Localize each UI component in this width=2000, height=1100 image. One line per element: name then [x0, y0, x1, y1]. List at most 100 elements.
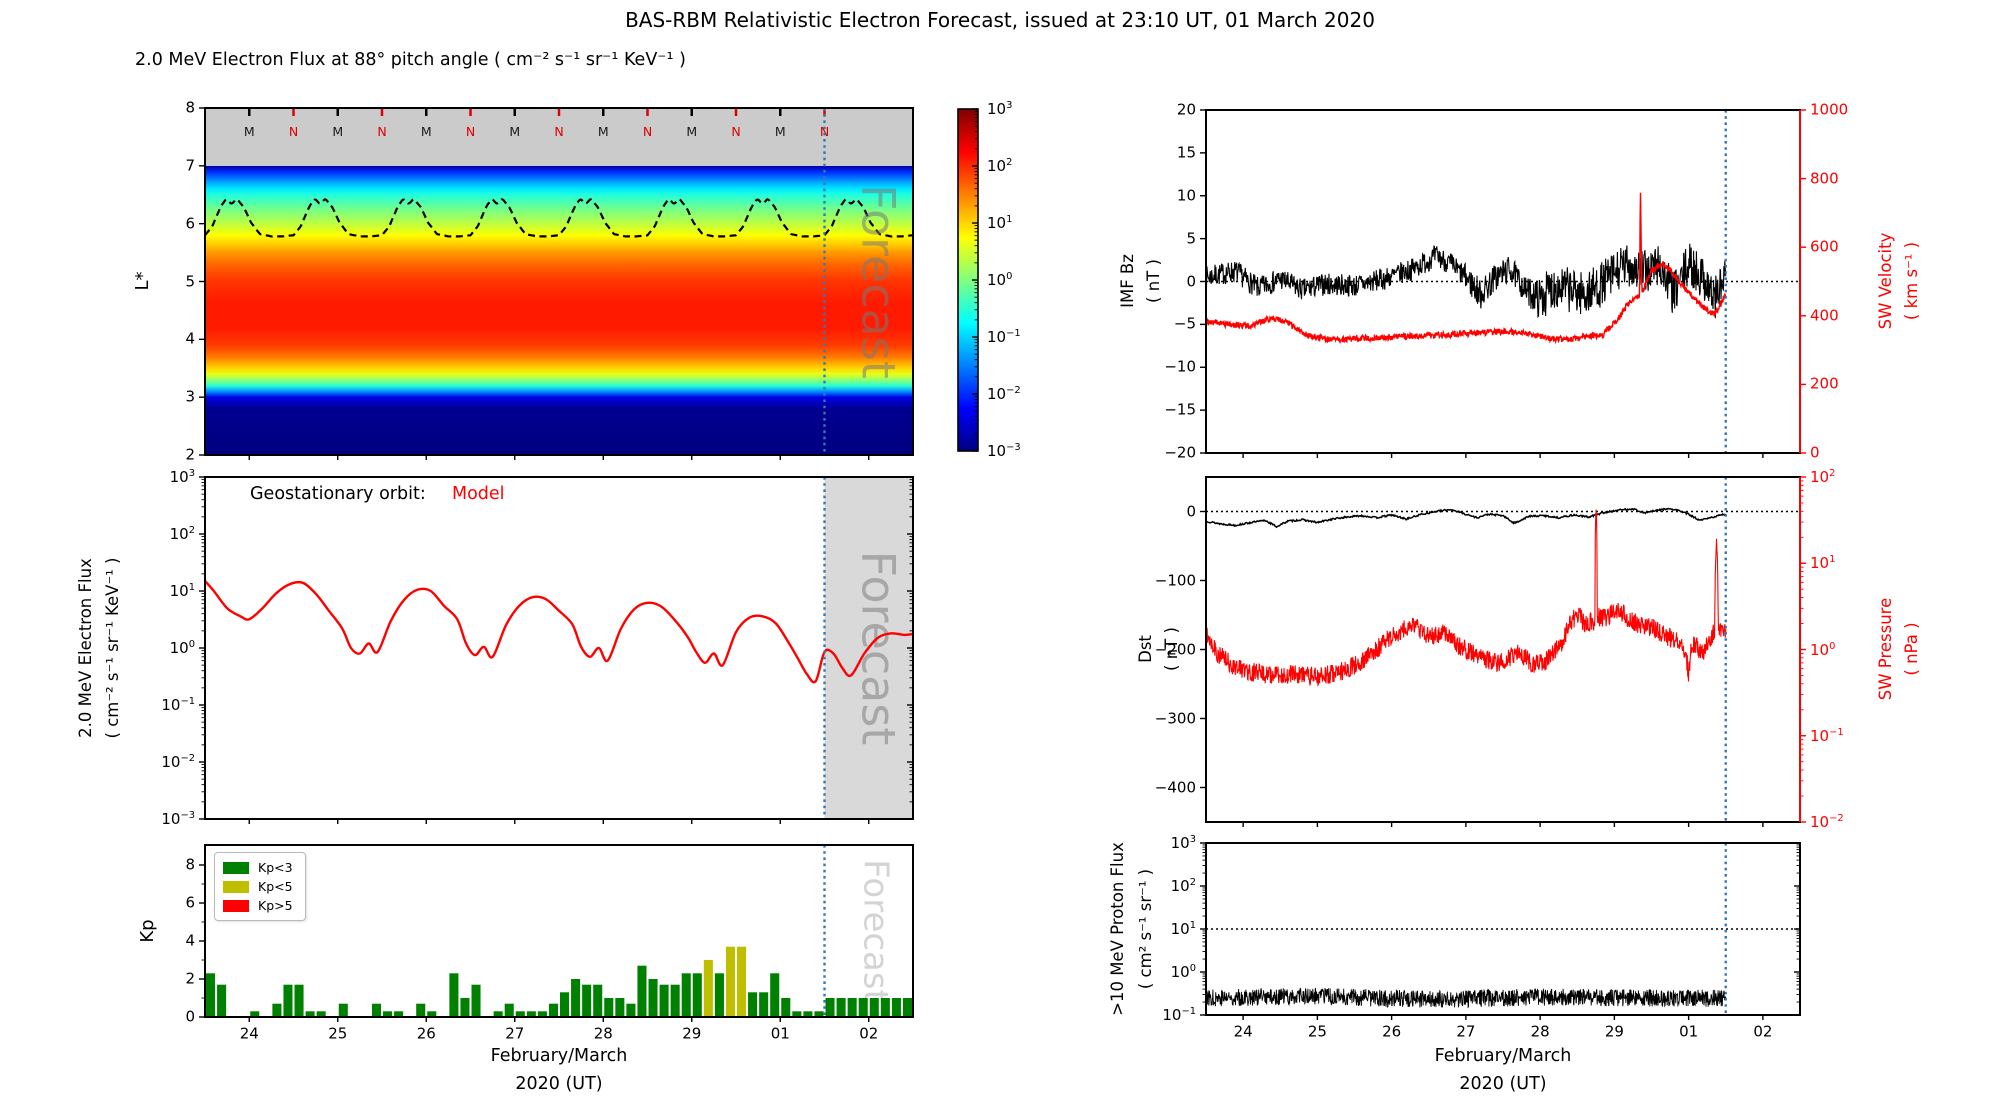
kp-legend-item: Kp<3	[223, 858, 293, 877]
main-title: BAS-RBM Relativistic Electron Forecast, …	[625, 8, 1375, 32]
tick-label: 10−1	[1810, 726, 1844, 745]
tick-label: 100	[1170, 963, 1196, 981]
proton-ylabel-line2: ( cm² s⁻¹ sr⁻¹ )	[1135, 868, 1155, 990]
tick-label: 8	[185, 855, 195, 874]
kp-legend-label: Kp<5	[258, 879, 293, 894]
tick-label: 15	[1176, 143, 1196, 162]
tick-label: 103	[987, 100, 1013, 118]
tick-label: −15	[1164, 400, 1196, 419]
swpressure-ylabel-line1: SW Pressure	[1875, 597, 1895, 701]
kp-legend-item: Kp>5	[223, 896, 293, 915]
tick-label: 800	[1810, 169, 1839, 188]
tick-label: 5	[1186, 229, 1196, 248]
tick-label: 101	[169, 582, 195, 600]
tick-label: 01	[770, 1024, 790, 1043]
svg-text:M: M	[421, 124, 432, 139]
tick-label: 27	[1456, 1022, 1476, 1041]
svg-text:N: N	[377, 124, 386, 139]
tick-label: −100	[1154, 571, 1196, 589]
tick-label: 5	[185, 272, 195, 290]
svg-text:Forecast: Forecast	[856, 859, 896, 1003]
xaxis-label-right-line1: February/March	[1434, 1046, 1572, 1066]
tick-label: 26	[1382, 1022, 1402, 1041]
tick-label: 4	[185, 931, 195, 950]
tick-label: 100	[987, 271, 1013, 289]
tick-label: 28	[1530, 1022, 1550, 1041]
imf-ylabel-line1: IMF Bz	[1117, 254, 1137, 308]
tick-label: 101	[1170, 920, 1196, 938]
svg-text:M: M	[244, 124, 255, 139]
geoflux-ylabel-line1: 2.0 MeV Electron Flux	[75, 558, 95, 738]
tick-label: 10−2	[987, 385, 1021, 403]
tick-label: 0	[1186, 272, 1196, 290]
kp-ylabel: Kp	[137, 919, 158, 943]
tick-label: 7	[185, 156, 195, 175]
tick-label: 0	[185, 1007, 195, 1026]
geo-orbit-model-label: Model	[452, 484, 505, 504]
geoflux-ylabel-line2: ( cm⁻² s⁻¹ sr⁻¹ KeV⁻¹ )	[102, 557, 122, 739]
tick-label: 10−2	[161, 753, 195, 771]
tick-label: 10−1	[987, 328, 1021, 346]
kp-legend-swatch	[223, 899, 249, 912]
tick-label: 28	[593, 1024, 613, 1043]
tick-label: 101	[987, 214, 1013, 232]
swpressure-ylabel-line2: ( nPa )	[1901, 622, 1921, 676]
svg-text:M: M	[775, 124, 786, 139]
tick-label: 25	[1307, 1022, 1327, 1041]
tick-label: 4	[185, 329, 195, 348]
svg-text:N: N	[731, 124, 740, 139]
tick-label: 102	[987, 157, 1013, 175]
tick-label: 01	[1679, 1022, 1699, 1041]
tick-label: 24	[1233, 1022, 1253, 1041]
tick-label: 24	[239, 1024, 259, 1043]
tick-label: 100	[1810, 640, 1836, 659]
heatmap-ylabel: L*	[132, 271, 153, 291]
svg-text:N: N	[643, 124, 652, 139]
tick-label: 102	[1170, 877, 1196, 895]
tick-label: 20	[1176, 100, 1196, 119]
tick-label: 1000	[1810, 100, 1849, 119]
tick-label: 10−1	[1162, 1006, 1196, 1024]
swvelocity-ylabel-line2: ( km s⁻¹ )	[1901, 241, 1921, 321]
swvelocity-ylabel-line1: SW Velocity	[1875, 232, 1895, 330]
svg-text:M: M	[598, 124, 609, 139]
svg-text:M: M	[509, 124, 520, 139]
svg-text:Forecast: Forecast	[852, 551, 906, 746]
kp-legend-label: Kp>5	[258, 898, 293, 913]
svg-text:N: N	[289, 124, 298, 139]
tick-label: −5	[1173, 314, 1196, 333]
tick-label: 103	[1170, 834, 1196, 852]
tick-label: 2	[185, 969, 195, 988]
tick-label: 10−2	[1810, 813, 1844, 831]
tick-label: 10−3	[161, 810, 195, 828]
svg-text:N: N	[554, 124, 563, 139]
kp-legend-swatch	[223, 861, 249, 874]
kp-legend-swatch	[223, 880, 249, 893]
tick-label: 0	[1810, 443, 1820, 462]
tick-label: 102	[1810, 468, 1836, 486]
xaxis-label-left-line2: 2020 (UT)	[515, 1074, 603, 1094]
tick-label: 10	[1176, 186, 1196, 205]
svg-text:N: N	[466, 124, 475, 139]
heatmap-title: 2.0 MeV Electron Flux at 88° pitch angle…	[135, 50, 686, 70]
tick-label: −20	[1164, 443, 1196, 462]
tick-label: 102	[169, 525, 195, 543]
tick-label: 101	[1810, 554, 1836, 573]
tick-label: 600	[1810, 237, 1839, 256]
svg-text:Forecast: Forecast	[852, 184, 906, 379]
tick-label: 02	[1753, 1022, 1773, 1041]
tick-label: 400	[1810, 306, 1839, 325]
svg-text:M: M	[686, 124, 697, 139]
tick-label: 02	[859, 1024, 879, 1043]
kp-legend: Kp<3 Kp<5 Kp>5	[214, 852, 306, 921]
tick-label: 29	[1604, 1022, 1624, 1041]
tick-label: −400	[1154, 778, 1196, 796]
tick-label: 10−3	[987, 442, 1021, 460]
dst-ylabel-line1: Dst	[1135, 635, 1155, 663]
xaxis-label-left-line1: February/March	[490, 1046, 628, 1066]
tick-label: 27	[505, 1024, 525, 1043]
tick-label: −200	[1154, 640, 1196, 658]
tick-label: 6	[185, 214, 195, 233]
